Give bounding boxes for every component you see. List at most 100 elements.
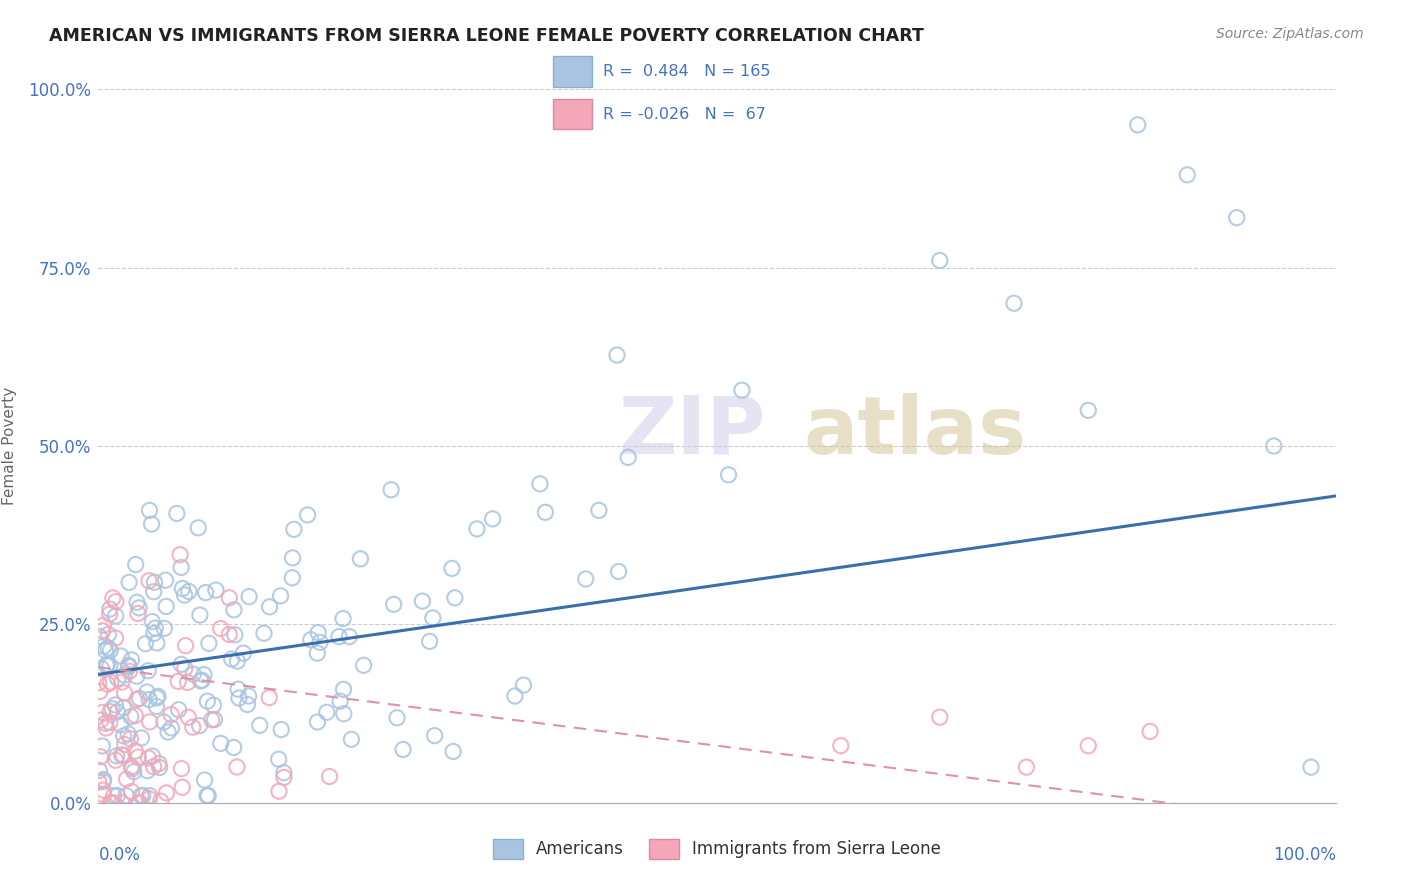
Text: 100.0%: 100.0% [1272, 846, 1336, 863]
Point [503, 689, 526, 703]
Point [89, 764, 111, 778]
Point [96, 658, 118, 673]
Point [353, 658, 375, 673]
Point [270, 723, 292, 737]
Point [141, 749, 163, 764]
Point [188, 719, 211, 733]
Point [283, 522, 305, 536]
Bar [553, 99, 592, 129]
Point [141, 517, 163, 532]
Point [124, 744, 146, 758]
Point [167, 703, 190, 717]
Point [607, 565, 630, 579]
Point [94, 716, 117, 731]
Point [104, 594, 127, 608]
Point [226, 654, 249, 668]
Point [125, 595, 148, 609]
Point [170, 657, 193, 672]
Point [153, 621, 176, 635]
Point [174, 639, 197, 653]
Point [98, 602, 121, 616]
Point [588, 503, 610, 517]
Point [155, 786, 177, 800]
Point [96, 677, 118, 691]
Point [1226, 211, 1249, 225]
Point [128, 796, 150, 810]
Point [89, 630, 111, 644]
Point [115, 789, 138, 803]
Point [148, 756, 170, 771]
Point [226, 682, 249, 697]
Point [98, 705, 121, 719]
Point [419, 634, 441, 648]
Point [98, 715, 121, 730]
Point [270, 589, 292, 603]
Point [155, 599, 177, 614]
Point [328, 630, 350, 644]
Point [575, 572, 598, 586]
Point [172, 582, 194, 596]
Point [209, 622, 232, 636]
Point [423, 729, 446, 743]
Point [481, 512, 503, 526]
Point [136, 764, 159, 778]
Text: Source: ZipAtlas.com: Source: ZipAtlas.com [1216, 27, 1364, 41]
Point [91, 739, 114, 753]
Point [232, 646, 254, 660]
Point [93, 772, 115, 787]
Point [267, 752, 290, 766]
Point [299, 632, 322, 647]
Point [120, 709, 142, 723]
Point [90, 749, 112, 764]
Point [307, 625, 329, 640]
Point [146, 690, 169, 705]
Point [125, 692, 148, 706]
Point [281, 550, 304, 565]
Point [148, 760, 170, 774]
Point [830, 739, 852, 753]
Point [115, 772, 138, 786]
Point [128, 691, 150, 706]
Point [197, 789, 219, 803]
Text: 0.0%: 0.0% [98, 846, 141, 863]
Point [309, 635, 332, 649]
Point [297, 508, 319, 522]
Point [105, 748, 128, 763]
Point [98, 658, 121, 673]
Point [121, 784, 143, 798]
Point [382, 598, 405, 612]
Point [125, 558, 148, 572]
Point [120, 760, 142, 774]
Point [98, 796, 121, 810]
Point [202, 698, 225, 713]
Point [205, 582, 228, 597]
Point [281, 571, 304, 585]
Point [201, 713, 224, 727]
Point [190, 673, 212, 688]
Point [249, 718, 271, 732]
Point [204, 713, 226, 727]
Point [332, 706, 354, 721]
Point [1002, 296, 1025, 310]
Point [142, 626, 165, 640]
Point [124, 708, 146, 723]
Point [91, 774, 114, 789]
Point [121, 653, 143, 667]
Point [332, 611, 354, 625]
Point [141, 615, 163, 629]
Point [91, 783, 114, 797]
Point [1263, 439, 1285, 453]
Point [118, 575, 141, 590]
Point [149, 794, 172, 808]
Point [111, 675, 134, 690]
Point [226, 760, 249, 774]
Point [257, 690, 280, 705]
Point [103, 796, 125, 810]
Point [337, 630, 360, 644]
Point [132, 789, 155, 803]
Point [121, 762, 143, 776]
Point [127, 796, 149, 810]
Point [101, 702, 124, 716]
Point [104, 609, 127, 624]
Point [114, 738, 136, 752]
